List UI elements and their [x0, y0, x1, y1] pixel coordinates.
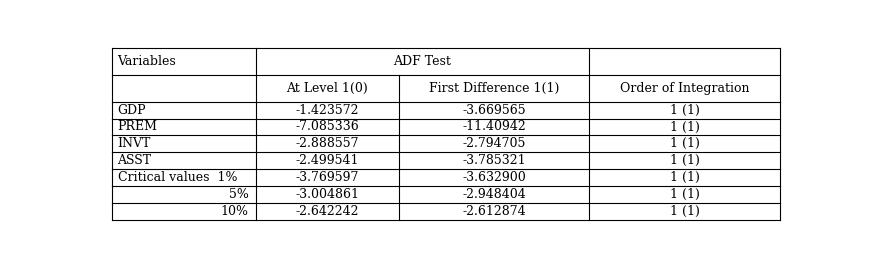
Text: -2.794705: -2.794705	[462, 137, 526, 150]
Text: -2.948404: -2.948404	[461, 188, 526, 201]
Text: 1 (1): 1 (1)	[669, 137, 699, 150]
Text: Critical values  1%: Critical values 1%	[117, 171, 236, 184]
Text: GDP: GDP	[117, 104, 146, 116]
Text: -3.004861: -3.004861	[295, 188, 359, 201]
Text: -3.785321: -3.785321	[462, 154, 526, 167]
Text: 10%: 10%	[221, 205, 249, 218]
Text: -3.769597: -3.769597	[295, 171, 359, 184]
Text: -2.612874: -2.612874	[462, 205, 526, 218]
Text: 5%: 5%	[229, 188, 249, 201]
Text: INVT: INVT	[117, 137, 150, 150]
Text: -1.423572: -1.423572	[295, 104, 359, 116]
Text: 1 (1): 1 (1)	[669, 121, 699, 133]
Text: -3.669565: -3.669565	[462, 104, 526, 116]
Text: Variables: Variables	[117, 55, 176, 68]
Text: 1 (1): 1 (1)	[669, 188, 699, 201]
Text: Order of Integration: Order of Integration	[619, 82, 748, 95]
Text: -2.499541: -2.499541	[295, 154, 359, 167]
Text: -2.888557: -2.888557	[295, 137, 359, 150]
Text: 1 (1): 1 (1)	[669, 171, 699, 184]
Text: First Difference 1(1): First Difference 1(1)	[428, 82, 559, 95]
Text: ASST: ASST	[117, 154, 151, 167]
Text: ADF Test: ADF Test	[393, 55, 451, 68]
Text: -3.632900: -3.632900	[461, 171, 526, 184]
Text: At Level 1(0): At Level 1(0)	[286, 82, 368, 95]
Text: -7.085336: -7.085336	[295, 121, 359, 133]
Text: PREM: PREM	[117, 121, 157, 133]
Text: 1 (1): 1 (1)	[669, 154, 699, 167]
Text: 1 (1): 1 (1)	[669, 205, 699, 218]
Text: -2.642242: -2.642242	[295, 205, 359, 218]
Text: -11.40942: -11.40942	[461, 121, 526, 133]
Text: 1 (1): 1 (1)	[669, 104, 699, 116]
